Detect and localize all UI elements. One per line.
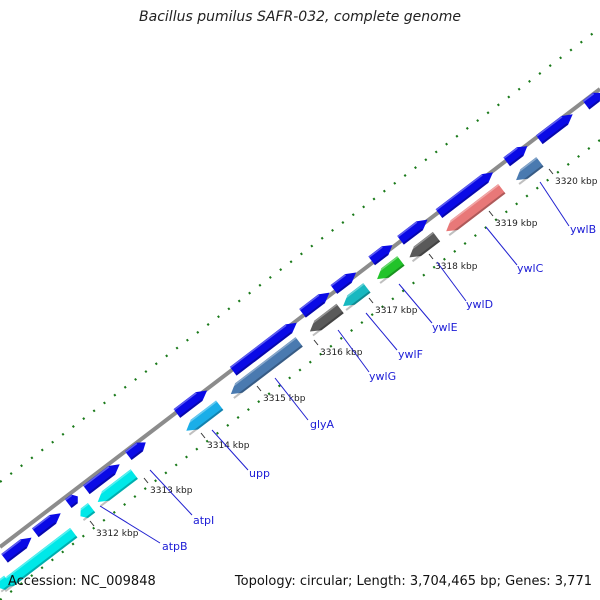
gene-arrow-forward <box>503 146 528 167</box>
gene-label: ywlB <box>570 223 596 236</box>
gene-arrow-reverse <box>306 303 344 337</box>
kbp-tick-label: 3320 kbp <box>555 177 598 187</box>
gc-content-track-inner <box>0 139 600 600</box>
gene-label: ywlC <box>517 262 544 275</box>
gene-arrow-reverse <box>339 283 371 311</box>
gene-label-leader <box>211 429 249 471</box>
kbp-tick-label: 3314 kbp <box>207 441 250 451</box>
gene-arrow-forward <box>582 92 600 110</box>
gene-arrow-reverse <box>512 157 544 185</box>
gene-arrow-forward <box>435 172 494 219</box>
gene-arrow-reverse <box>182 400 224 436</box>
gene-label-leader <box>274 377 309 421</box>
forward-strand-genes <box>1 92 600 563</box>
gene-label: atpI <box>193 514 214 527</box>
map-title: Bacillus pumilus SAFR-032, complete geno… <box>139 9 461 25</box>
gene-label: upp <box>249 467 270 480</box>
gene-arrow-forward <box>173 390 208 418</box>
gene-arrow-forward <box>64 494 78 509</box>
kbp-tick-mark <box>368 297 374 304</box>
gene-arrow-reverse <box>94 469 138 507</box>
gene-label: ywlD <box>466 298 493 311</box>
kbp-tick-label: 3312 kbp <box>96 529 139 539</box>
gene-arrow-forward <box>229 322 297 376</box>
gene-arrow-reverse <box>405 231 441 263</box>
kbp-tick-mark <box>200 432 206 439</box>
kbp-tick-mark <box>143 477 149 484</box>
genome-backbone <box>0 87 600 549</box>
gene-arrow-forward <box>330 272 357 294</box>
kbp-tick-mark <box>89 520 95 527</box>
gene-label-leader <box>539 181 570 227</box>
kbp-tick-mark <box>313 339 319 346</box>
reverse-strand-genes <box>0 157 544 593</box>
gene-arrow-forward <box>299 292 330 318</box>
gene-label-leader <box>337 329 370 373</box>
gene-label: ywlG <box>369 370 396 383</box>
kbp-tick-label: 3318 kbp <box>435 262 478 272</box>
kbp-ticks: 3312 kbp 3313 kbp 3314 kbp 3315 kbp 3316 kbp… <box>89 168 598 539</box>
kbp-tick-label: 3319 kbp <box>495 219 538 229</box>
kbp-tick-label: 3316 kbp <box>320 348 363 358</box>
gene-arrow-forward <box>535 114 573 145</box>
gene-arrow-forward <box>31 513 61 538</box>
gene-arrow-forward <box>124 442 146 461</box>
gene-arrow-reverse <box>76 502 96 522</box>
gene-label: atpB <box>162 540 188 553</box>
kbp-tick-label: 3315 kbp <box>263 394 306 404</box>
gene-label-leader <box>485 226 518 266</box>
gene-label-leader <box>99 505 161 544</box>
gene-arrow-reverse <box>373 256 405 284</box>
gene-arrow-reverse <box>0 527 78 593</box>
kbp-tick-label: 3313 kbp <box>150 486 193 496</box>
gene-arrow-reverse <box>0 575 12 593</box>
gene-arrow-reverse <box>227 337 303 399</box>
gene-arrow-forward <box>397 219 428 245</box>
kbp-tick-mark <box>428 253 434 260</box>
gene-arrow-reverse <box>442 183 506 237</box>
kbp-tick-mark <box>256 385 262 392</box>
gene-arrow-forward <box>368 245 393 266</box>
genome-summary-text: Topology: circular; Length: 3,704,465 bp… <box>234 574 592 589</box>
gene-label-leader <box>149 469 193 516</box>
kbp-tick-mark <box>548 168 554 175</box>
kbp-tick-label: 3317 kbp <box>375 306 418 316</box>
gene-label: ywlE <box>432 321 458 334</box>
gene-label: glyA <box>310 418 335 431</box>
gene-label-leader <box>365 312 398 351</box>
gene-label-leader <box>436 261 467 302</box>
gene-arrow-forward <box>1 537 32 563</box>
gc-content-track-outer <box>0 27 600 483</box>
gene-label: ywlF <box>398 348 423 361</box>
accession-text: Accession: NC_009848 <box>8 574 156 589</box>
gene-label-leader <box>398 283 433 324</box>
gene-arrow-forward <box>82 464 120 495</box>
kbp-tick-mark <box>488 210 494 217</box>
